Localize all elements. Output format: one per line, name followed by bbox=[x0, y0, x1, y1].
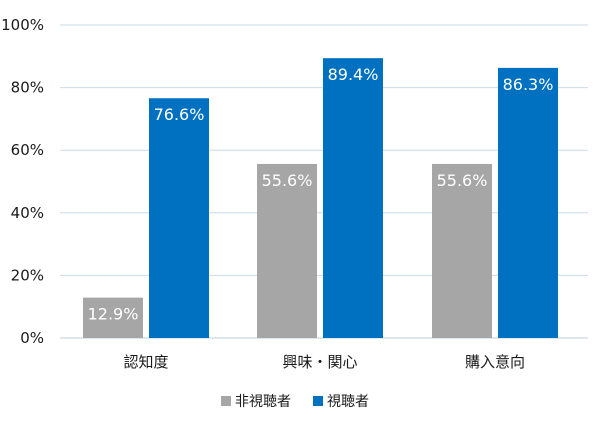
bar-non-viewer-0 bbox=[83, 297, 143, 338]
legend-label-0: 非視聴者 bbox=[235, 394, 291, 410]
y-tick-label: 20% bbox=[11, 266, 44, 284]
bar-non-viewer-2 bbox=[432, 163, 492, 338]
y-tick-label: 60% bbox=[11, 141, 44, 159]
data-labels: 12.9% 76.6% 55.6% 89.4% 55.6% 86.3% bbox=[88, 65, 554, 323]
data-label: 12.9% bbox=[88, 305, 139, 324]
x-category-label: 購入意向 bbox=[465, 353, 525, 371]
legend-swatch-1 bbox=[313, 396, 323, 406]
x-category-label: 認知度 bbox=[123, 353, 168, 371]
data-label: 89.4% bbox=[328, 65, 379, 84]
x-category-label: 興味・関心 bbox=[282, 353, 357, 371]
bar-viewer-1 bbox=[323, 58, 383, 338]
x-axis-categories: 認知度 興味・関心 購入意向 bbox=[123, 353, 525, 371]
legend-swatch-0 bbox=[221, 396, 231, 406]
data-label: 55.6% bbox=[437, 171, 488, 190]
legend-label-1: 視聴者 bbox=[327, 394, 369, 410]
y-tick-label: 40% bbox=[11, 204, 44, 222]
y-tick-label: 100% bbox=[1, 16, 44, 34]
bar-viewer-0 bbox=[149, 98, 209, 338]
y-tick-label: 0% bbox=[20, 329, 44, 347]
bars bbox=[83, 58, 558, 339]
data-label: 86.3% bbox=[503, 75, 554, 94]
y-axis-ticks: 0% 20% 40% 60% 80% 100% bbox=[1, 16, 44, 347]
data-label: 76.6% bbox=[154, 105, 205, 124]
data-label: 55.6% bbox=[262, 171, 313, 190]
bar-non-viewer-1 bbox=[257, 163, 317, 338]
y-tick-label: 80% bbox=[11, 79, 44, 97]
bar-viewer-2 bbox=[498, 67, 558, 339]
legend: 非視聴者 視聴者 bbox=[221, 394, 369, 410]
